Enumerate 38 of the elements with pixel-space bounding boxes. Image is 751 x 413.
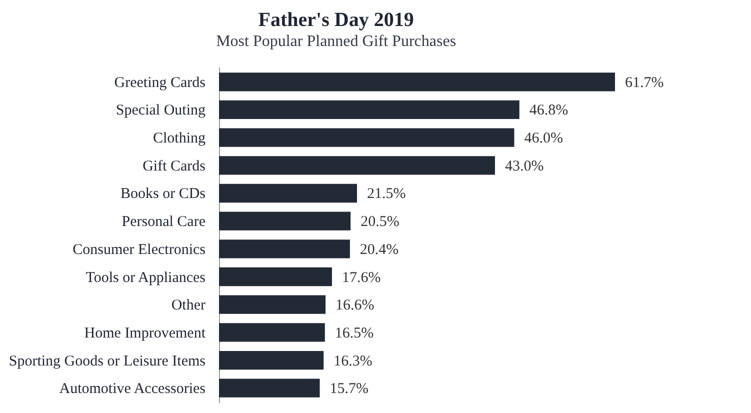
bar	[219, 72, 615, 92]
y-tick-label: Greeting Cards	[114, 74, 206, 91]
data-label: 20.5%	[360, 214, 400, 230]
chart-subtitle: Most Popular Planned Gift Purchases	[216, 33, 456, 50]
data-label: 21.5%	[366, 186, 406, 202]
y-tick-label: Gift Cards	[142, 158, 206, 174]
data-label: 17.6%	[342, 270, 381, 286]
data-label: 15.7%	[330, 381, 369, 398]
y-tick-label: Sporting Goods or Leisure Items	[8, 353, 206, 370]
bar	[219, 323, 325, 342]
chart-title: Father's Day 2019	[258, 9, 414, 31]
y-tick-label: Personal Care	[122, 214, 206, 230]
data-label: 16.6%	[336, 298, 374, 314]
bar	[219, 156, 495, 175]
y-tick-label: Automotive Accessories	[59, 381, 206, 398]
data-label: 16.5%	[334, 325, 374, 342]
bar	[219, 267, 332, 286]
y-tick-label: Books or CDs	[120, 186, 206, 202]
bar	[219, 240, 350, 258]
data-label: 46.0%	[524, 130, 563, 147]
data-label: 46.8%	[529, 102, 568, 119]
data-label: 61.7%	[625, 74, 664, 91]
bar	[219, 350, 324, 370]
y-tick-label: Tools or Appliances	[86, 270, 206, 286]
bar	[219, 295, 326, 314]
y-tick-label: Home Improvement	[84, 325, 206, 342]
data-label: 20.4%	[360, 242, 399, 258]
bar	[219, 378, 320, 398]
y-tick-label: Consumer Electronics	[72, 242, 206, 258]
data-label: 16.3%	[334, 353, 372, 370]
bar	[219, 184, 357, 203]
bar	[219, 128, 514, 147]
y-tick-label: Other	[171, 298, 206, 314]
data-label: 43.0%	[504, 158, 544, 174]
bar	[219, 212, 351, 230]
y-tick-label: Clothing	[152, 130, 206, 147]
y-tick-label: Special Outing	[116, 102, 206, 119]
bar	[219, 100, 520, 120]
